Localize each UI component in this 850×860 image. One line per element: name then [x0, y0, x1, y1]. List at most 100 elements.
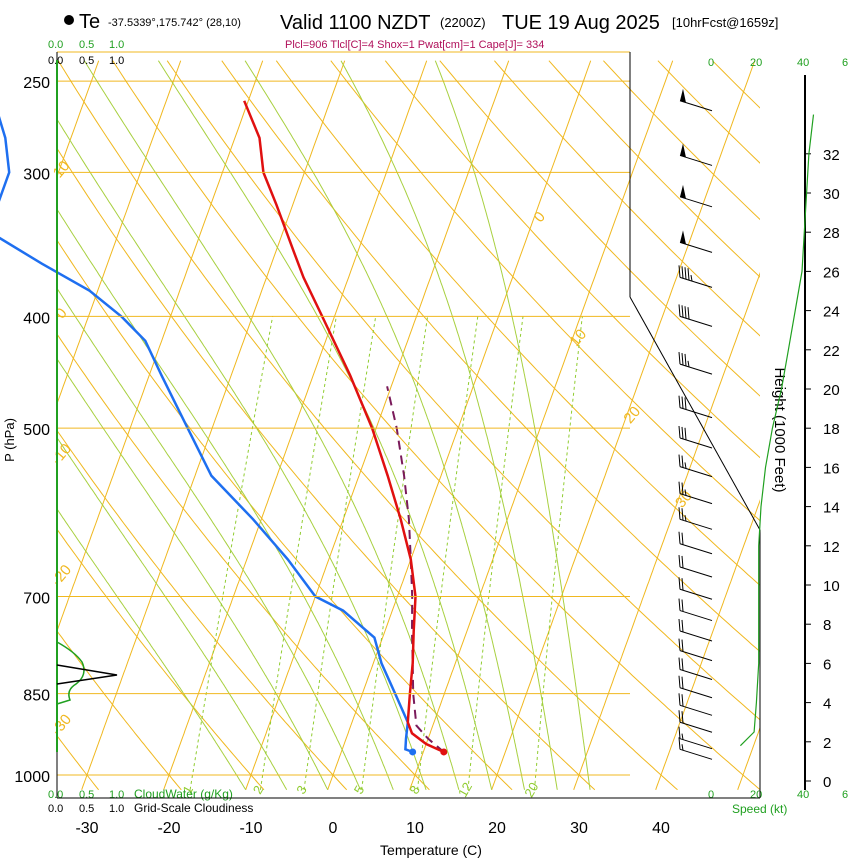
wind-barb-flag: [684, 397, 687, 410]
wind-barb: [678, 352, 713, 375]
wind-barb: [678, 531, 713, 555]
wind-barb-staff: [679, 721, 713, 733]
wind-barb-flag: [681, 305, 684, 318]
speed-tick-top-1: 20: [750, 57, 762, 69]
mixing-ratio-line: [467, 316, 524, 790]
isotherm-label: 0: [531, 209, 549, 226]
utc-time: (2200Z): [440, 15, 486, 30]
wind-barb-flag: [681, 658, 684, 671]
cloudiness-tick-top-1: 0.5: [79, 55, 94, 67]
mixing-ratio-label: 8: [406, 783, 423, 797]
wind-barb-staff: [679, 315, 713, 327]
wind-barb-flag: [681, 482, 684, 495]
wind-barb-flag: [687, 268, 690, 281]
wind-barb-staff: [679, 687, 713, 699]
moist-adiabat-line: [340, 60, 558, 790]
wind-barb-flag: [678, 675, 681, 688]
wind-barb-staff: [679, 407, 713, 419]
mixing-ratio-label: 20: [521, 780, 541, 800]
temperature-tick-label: 30: [570, 820, 588, 837]
isotherm-line: [81, 60, 346, 790]
surface-dewpoint-point: [409, 748, 417, 756]
isotherm-line: [409, 60, 674, 790]
station-marker-icon: [64, 15, 74, 25]
wind-barb-pennant: [680, 230, 686, 245]
wind-barb-flag: [684, 353, 687, 367]
dry-adiabat-line: [57, 239, 513, 791]
wind-barb: [678, 638, 713, 662]
speed-tick-bottom-2: 40: [797, 789, 809, 801]
wind-barb-flag: [681, 352, 684, 366]
cloudiness-label: Grid-Scale Cloudiness: [134, 801, 253, 815]
wind-barb-flag: [678, 726, 681, 739]
wind-barb-flag: [681, 694, 684, 707]
wind-barb-flag: [684, 427, 687, 440]
moist-adiabat-line: [157, 60, 493, 790]
mixing-ratio-line: [417, 316, 479, 790]
cloudwater-label: CloudWater (g/Kg): [134, 787, 233, 801]
dry-adiabat-line: [275, 60, 760, 587]
wind-barb-staff: [679, 493, 713, 505]
wind-barb: [678, 657, 713, 681]
cloudwater-tick-top-2: 1.0: [109, 39, 124, 51]
isotherm-line: [163, 60, 428, 790]
wind-barb-staff: [679, 466, 713, 478]
wind-barb: [678, 693, 713, 716]
pressure-tick-label: 1000: [14, 769, 50, 786]
mixing-ratio-line: [259, 316, 337, 790]
parcel-line: [386, 386, 445, 753]
wind-barb: [678, 675, 713, 699]
height-tick-label: 2: [823, 735, 831, 752]
wind-barb-flag: [681, 396, 684, 409]
stability-indices: Plcl=906 Tlcl[C]=4 Shox=1 Pwat[cm]=1 Cap…: [285, 39, 544, 51]
wind-speed-profile: [739, 114, 815, 747]
height-tick-label: 18: [823, 421, 840, 438]
wind-barb-flag: [681, 555, 684, 569]
wind-barb-staff: [679, 543, 713, 555]
dry-adiabat-line: [439, 60, 760, 397]
wind-barb: [679, 143, 713, 166]
cloudiness-tick-top-0: 0.0: [48, 55, 63, 67]
wind-barb: [678, 454, 713, 478]
height-tick-label: 16: [823, 460, 840, 477]
wind-barb: [678, 737, 713, 760]
moist-adiabat-line: [57, 436, 288, 791]
wind-barb-flag: [681, 266, 684, 279]
mixing-ratio-line: [303, 316, 377, 790]
wind-barb: [678, 554, 713, 578]
valid-time: Valid 1100 NZDT: [280, 12, 430, 34]
wind-barb-flag: [681, 599, 684, 612]
cloudiness-tick-bottom-1: 0.5: [79, 803, 94, 815]
wind-barb-halfflag: [684, 515, 687, 522]
temperature-tick-label: -10: [239, 820, 262, 837]
wind-barb-flag: [678, 304, 681, 317]
pressure-tick-label: 400: [23, 310, 50, 327]
isotherm-label: -20: [48, 562, 75, 590]
moist-adiabat-line: [244, 60, 525, 790]
surface-temperature-point: [440, 748, 448, 756]
wind-barb-flag: [678, 352, 681, 365]
height-tick-label: 14: [823, 500, 840, 517]
wind-barb: [678, 425, 713, 449]
wind-barb-staff: [679, 748, 713, 760]
moist-adiabat-line: [83, 60, 460, 790]
wind-barb: [678, 598, 713, 622]
temperature-tick-label: 10: [406, 820, 424, 837]
wind-barb-flag: [681, 676, 684, 689]
wind-barbs: [678, 88, 713, 760]
wind-barb: [678, 395, 713, 419]
wind-barb-staff: [679, 669, 713, 681]
wind-barb-flag: [681, 619, 684, 632]
speed-tick-bottom-0: 0: [708, 789, 714, 801]
wind-barb-flag: [678, 531, 681, 544]
dry-adiabat-line: [57, 60, 678, 791]
wind-barb-halfflag: [681, 744, 684, 751]
height-tick-label: 24: [823, 304, 840, 321]
wind-barb: [678, 304, 713, 327]
wind-barb: [678, 265, 713, 288]
dry-adiabat-line: [221, 60, 760, 653]
isotherm-line: [491, 60, 756, 790]
wind-barb-flag: [678, 598, 681, 611]
